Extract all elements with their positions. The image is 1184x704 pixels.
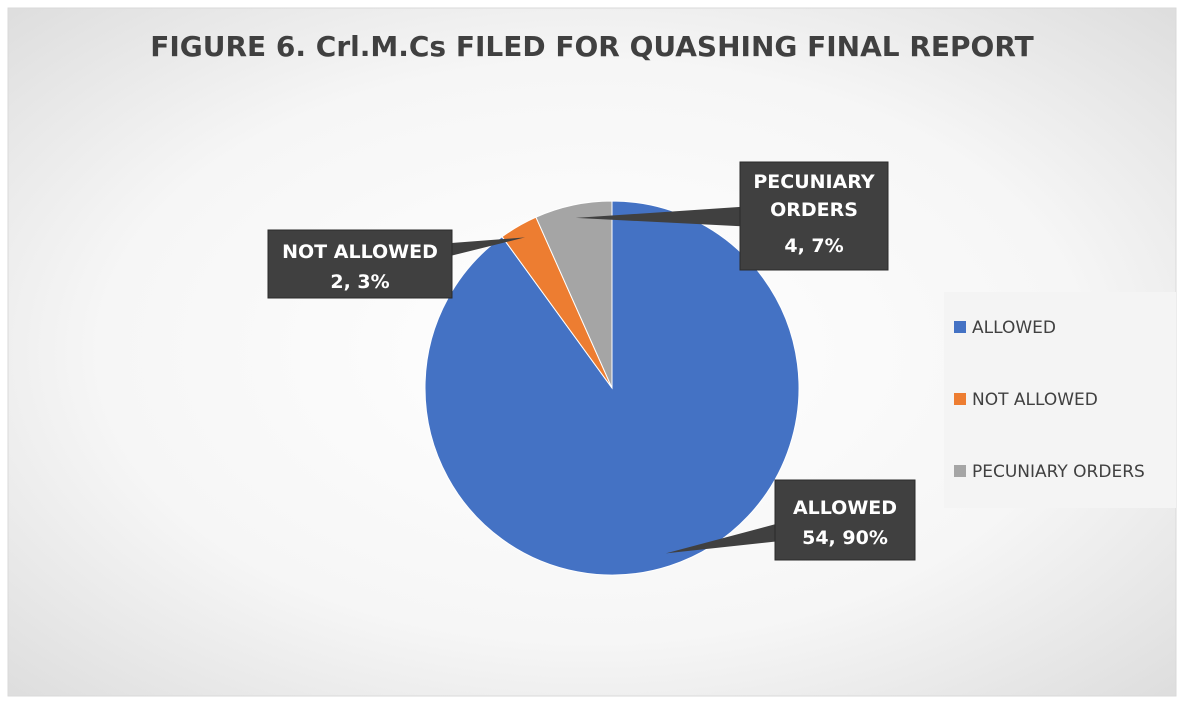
legend-label: NOT ALLOWED (972, 390, 1098, 410)
legend-swatch (954, 465, 966, 477)
callout-value: 2, 3% (330, 271, 389, 293)
legend-label: ALLOWED (972, 318, 1056, 338)
chart-title: FIGURE 6. Crl.M.Cs FILED FOR QUASHING FI… (150, 30, 1034, 63)
legend-background (944, 292, 1176, 508)
callout-box (267, 229, 453, 299)
callout-value: 54, 90% (802, 527, 888, 549)
legend-swatch (954, 321, 966, 333)
legend-label: PECUNIARY ORDERS (972, 462, 1145, 482)
callout-category: NOT ALLOWED (282, 241, 438, 263)
callout-box (739, 161, 889, 271)
callout-box (774, 479, 916, 561)
callout-value: 4, 7% (784, 235, 843, 257)
legend-swatch (954, 393, 966, 405)
pie-slice (535, 200, 613, 389)
callout-category: PECUNIARY ORDERS (753, 171, 875, 221)
callout-category: ALLOWED (793, 497, 897, 519)
